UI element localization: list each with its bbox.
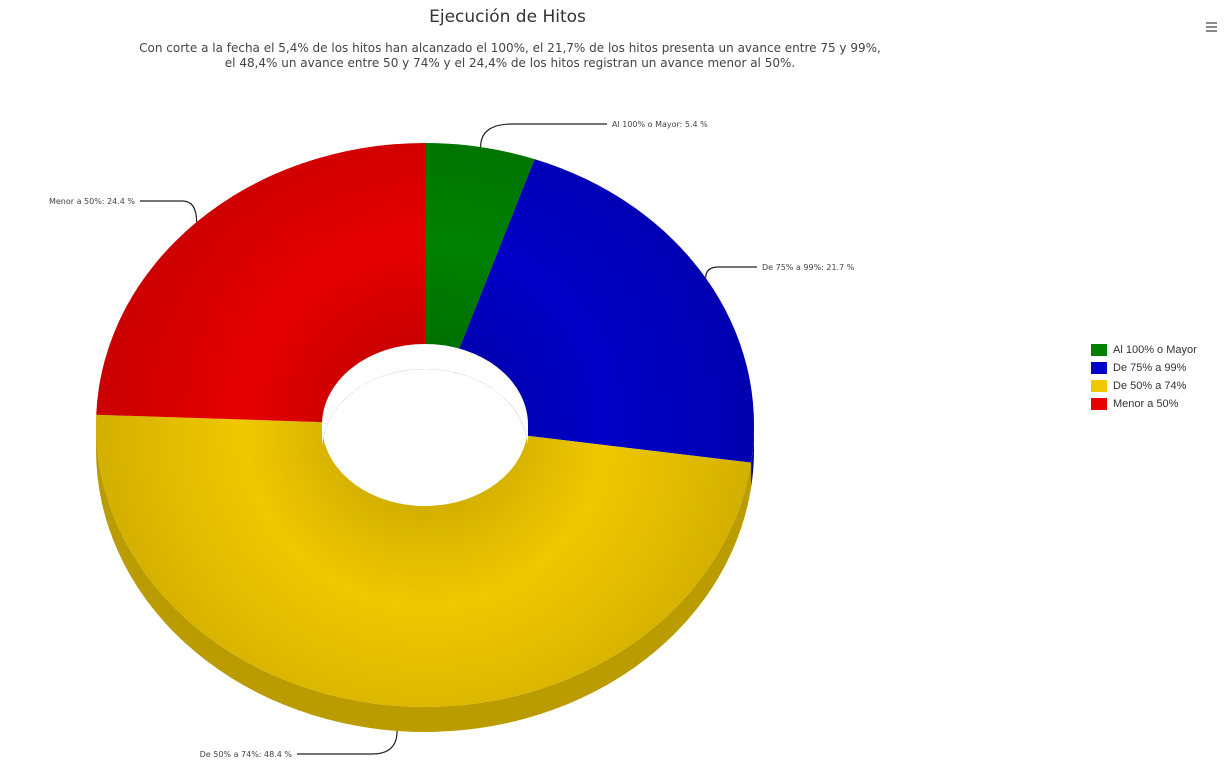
legend-label: Menor a 50% [1113, 398, 1179, 410]
subtitle-line-2: el 48,4% un avance entre 50 y 74% y el 2… [224, 56, 796, 70]
data-label-de-50-a-74: De 50% a 74%: 48.4 % [200, 750, 293, 759]
legend: Al 100% o Mayor De 75% a 99% De 50% a 74… [1091, 341, 1197, 413]
slice-de-50-a-74[interactable] [96, 414, 752, 708]
legend-label: De 75% a 99% [1113, 362, 1187, 374]
subtitle-line-1: Con corte a la fecha el 5,4% de los hito… [139, 41, 881, 55]
slice-depth-de-75-a-99 [751, 425, 754, 488]
legend-item-menor-50[interactable]: Menor a 50% [1091, 395, 1197, 413]
chart-title: Ejecución de Hitos [429, 7, 586, 27]
connector-menor-a-50 [140, 200, 198, 223]
legend-label: De 50% a 74% [1113, 380, 1187, 392]
data-label-de-75-a-99: De 75% a 99%: 21.7 % [762, 263, 855, 272]
legend-item-al-100[interactable]: Al 100% o Mayor [1091, 341, 1197, 359]
label-connectors [140, 123, 757, 755]
data-label-al-100-o-mayor: Al 100% o Mayor: 5.4 % [612, 120, 708, 129]
data-label-menor-a-50: Menor a 50%: 24.4 % [49, 197, 135, 206]
slice-menor-a-50[interactable] [96, 143, 425, 423]
legend-swatch [1091, 380, 1107, 392]
chart-subtitle: Con corte a la fecha el 5,4% de los hito… [30, 41, 990, 71]
connector-de-50-a-74 [297, 730, 398, 755]
menu-bar [1206, 22, 1217, 24]
pie-depth [96, 425, 754, 732]
pie-top [96, 143, 754, 708]
legend-swatch [1091, 344, 1107, 356]
legend-swatch [1091, 398, 1107, 410]
hamburger-menu-icon[interactable] [1205, 20, 1219, 34]
legend-label: Al 100% o Mayor [1113, 344, 1197, 356]
legend-item-75-99[interactable]: De 75% a 99% [1091, 359, 1197, 377]
legend-swatch [1091, 362, 1107, 374]
menu-bar [1206, 30, 1217, 32]
connector-al-100-o-mayor [480, 123, 607, 148]
slice-de-75-a-99[interactable] [459, 159, 754, 463]
connector-de-75-a-99 [705, 266, 757, 278]
donut-hole [322, 344, 528, 450]
data-labels: Al 100% o Mayor: 5.4 % De 75% a 99%: 21.7… [49, 120, 855, 759]
slice-al-100-o-mayor[interactable] [425, 143, 535, 349]
legend-item-50-74[interactable]: De 50% a 74% [1091, 377, 1197, 395]
menu-bar [1206, 26, 1217, 28]
